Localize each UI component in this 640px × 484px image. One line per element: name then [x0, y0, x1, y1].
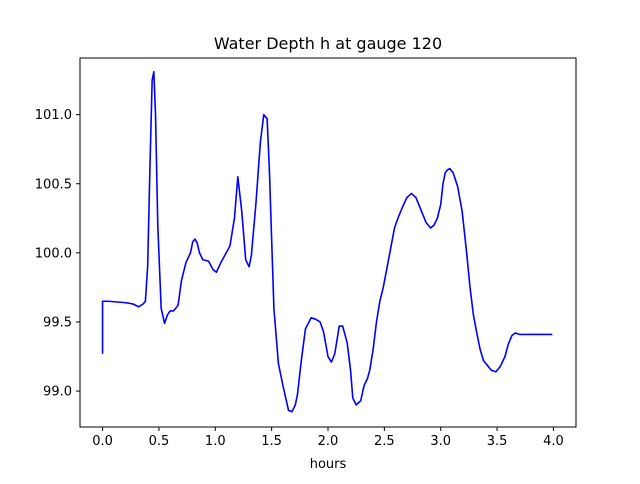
- y-tick-label: 99.5: [43, 315, 72, 330]
- y-tick-label: 99.0: [43, 385, 72, 400]
- y-tick-label: 100.5: [35, 177, 72, 192]
- x-tick-label: 3.0: [430, 434, 451, 449]
- plot-frame: [79, 57, 577, 428]
- x-tick-label: 2.5: [374, 434, 395, 449]
- x-tick-label: 0.0: [92, 434, 113, 449]
- x-tick-label: 1.5: [261, 434, 282, 449]
- x-tick-label: 2.0: [318, 434, 339, 449]
- x-tick-label: 4.0: [543, 434, 564, 449]
- x-tick-label: 0.5: [149, 434, 170, 449]
- axes: 0.0 0.5 1.0 1.5 2.0 2.5 3.0 3.5 4.0 99.0 99.5 100.0…: [35, 57, 577, 449]
- x-axis-label: hours: [310, 457, 347, 472]
- x-tick-label: 3.5: [487, 434, 508, 449]
- x-tick-label: 1.0: [205, 434, 226, 449]
- series-line-0: [101, 71, 553, 413]
- plot-area: [101, 71, 553, 413]
- y-tick-label: 100.0: [35, 246, 72, 261]
- y-tick-label: 101.0: [35, 108, 72, 123]
- chart-title: Water Depth h at gauge 120: [214, 34, 442, 53]
